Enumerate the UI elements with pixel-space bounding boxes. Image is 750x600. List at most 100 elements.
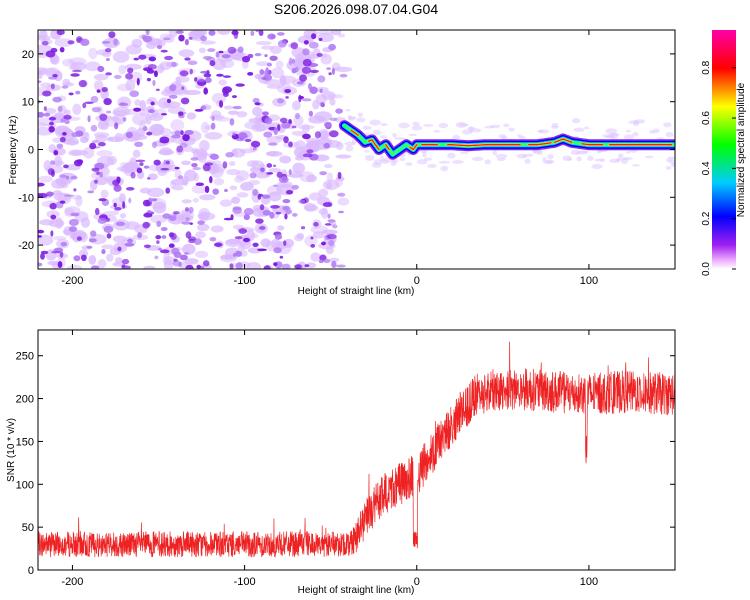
noise-speckle	[127, 67, 134, 74]
noise-speckle	[319, 101, 325, 107]
noise-speckle	[236, 170, 250, 181]
colorbar-tick-label: 0.8	[701, 60, 712, 74]
noise-speckle	[326, 233, 337, 240]
noise-speckle	[113, 74, 122, 79]
noise-speckle	[70, 212, 80, 217]
colorbar-label: Normalized spectral amplitude	[736, 82, 747, 217]
noise-speckle	[65, 175, 70, 180]
noise-speckle	[143, 212, 153, 218]
noise-speckle	[164, 55, 174, 61]
noise-speckle	[188, 206, 194, 214]
noise-speckle	[267, 33, 276, 40]
noise-speckle	[232, 206, 242, 211]
noise-speckle	[112, 109, 128, 117]
haze-speckle	[394, 137, 406, 140]
haze-speckle	[573, 127, 585, 132]
noise-speckle	[119, 212, 127, 219]
haze-speckle	[372, 129, 382, 136]
noise-speckle	[59, 136, 66, 143]
noise-speckle	[38, 262, 43, 267]
noise-speckle	[142, 199, 151, 207]
noise-speckle	[106, 253, 114, 262]
noise-speckle	[90, 172, 98, 179]
spectrogram-ytick-label: -20	[18, 240, 34, 252]
haze-speckle	[398, 122, 410, 129]
noise-speckle	[291, 125, 297, 129]
noise-speckle	[82, 146, 95, 159]
noise-speckle	[86, 245, 93, 249]
noise-speckle	[145, 30, 150, 36]
noise-speckle	[205, 77, 212, 84]
noise-speckle	[146, 77, 151, 82]
noise-speckle	[309, 69, 319, 73]
haze-speckle	[460, 151, 469, 155]
noise-speckle	[301, 98, 312, 102]
haze-speckle	[665, 131, 674, 138]
colorbar-tick-label: 0.4	[701, 161, 712, 175]
noise-speckle	[121, 258, 130, 265]
noise-speckle	[170, 164, 178, 172]
noise-speckle	[76, 159, 84, 164]
noise-speckle	[262, 209, 272, 216]
noise-speckle	[227, 110, 239, 115]
noise-speckle	[59, 200, 66, 204]
noise-speckle	[334, 66, 353, 73]
noise-speckle	[163, 159, 167, 165]
noise-speckle	[117, 246, 122, 252]
noise-speckle	[266, 62, 272, 67]
noise-speckle	[68, 218, 79, 227]
noise-speckle	[212, 58, 226, 71]
noise-speckle	[159, 61, 172, 71]
noise-speckle	[113, 38, 119, 46]
noise-speckle	[302, 58, 312, 67]
noise-speckle	[94, 162, 105, 170]
noise-speckle	[304, 264, 310, 268]
noise-speckle	[146, 131, 153, 136]
noise-speckle	[155, 88, 160, 92]
noise-speckle	[192, 198, 199, 203]
colorbar: 0.0 0.2 0.4 0.6 0.8 Normalized spectral ampl…	[701, 30, 747, 276]
noise-speckle	[53, 150, 59, 156]
noise-speckle	[184, 258, 199, 265]
noise-speckle	[310, 252, 321, 262]
noise-speckle	[244, 138, 252, 142]
noise-speckle	[254, 52, 262, 57]
noise-speckle	[268, 191, 282, 202]
colorbar-tick-label: 0.6	[701, 111, 712, 125]
noise-speckle	[106, 233, 112, 239]
noise-speckle	[191, 163, 198, 168]
noise-speckle	[260, 167, 265, 173]
noise-speckle	[228, 160, 236, 167]
noise-speckle	[148, 109, 155, 114]
noise-speckle	[171, 185, 184, 191]
ridge-band-red	[409, 144, 418, 151]
noise-speckle	[246, 261, 262, 269]
noise-speckle	[180, 97, 190, 105]
noise-speckle	[236, 192, 249, 198]
noise-speckle	[91, 265, 100, 269]
noise-speckle	[213, 242, 223, 247]
noise-speckle	[150, 101, 155, 106]
noise-speckle	[142, 221, 150, 229]
noise-speckle	[135, 159, 146, 163]
noise-speckle	[72, 103, 82, 116]
noise-speckle	[289, 170, 303, 179]
noise-speckle	[87, 115, 91, 123]
noise-speckle	[202, 260, 210, 267]
noise-speckle	[195, 182, 205, 187]
haze-speckle	[670, 163, 675, 168]
noise-speckle	[75, 195, 83, 207]
noise-speckle	[330, 30, 342, 36]
noise-speckle	[68, 92, 74, 96]
noise-speckle	[199, 194, 216, 201]
noise-speckle	[209, 153, 220, 160]
noise-speckle	[211, 92, 227, 104]
noise-speckle	[184, 39, 189, 46]
noise-speckle	[247, 72, 254, 76]
haze-speckle	[369, 119, 381, 126]
noise-speckle	[294, 112, 300, 120]
haze-speckle	[364, 154, 375, 162]
noise-speckle	[268, 142, 278, 146]
haze-speckle	[536, 148, 543, 156]
noise-speckle	[117, 96, 132, 109]
